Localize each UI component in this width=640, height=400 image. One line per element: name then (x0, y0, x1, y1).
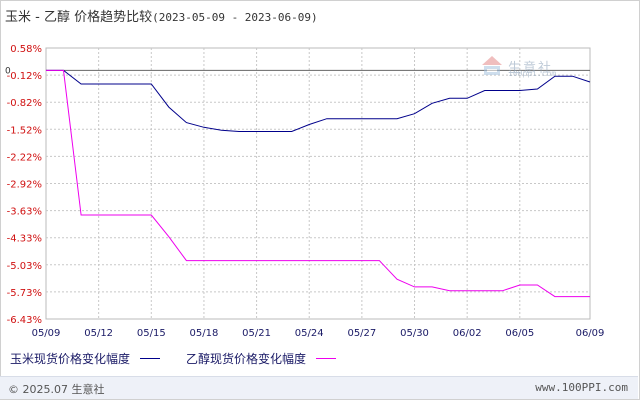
x-tick-label: 05/30 (400, 328, 429, 339)
legend-label-corn: 玉米现货价格变化幅度 (10, 352, 131, 366)
chart-title-main: 玉米 - 乙醇 价格趋势比较 (5, 10, 153, 25)
chart-title: 玉米 - 乙醇 价格趋势比较(2023-05-09 - 2023-06-09) (5, 6, 318, 25)
y-tick-label: -2.92% (7, 180, 42, 191)
y-tick-label: -5.03% (7, 261, 42, 272)
legend-item-corn: 玉米现货价格变化幅度 (10, 350, 161, 367)
series-line-corn (46, 69, 591, 132)
y-tick-label: -0.12% (7, 71, 42, 82)
y-tick-label: -2.22% (7, 152, 42, 163)
x-tick-label: 06/05 (505, 328, 534, 339)
watermark-subtext: 100ppi.com (508, 69, 557, 78)
x-tick-label: 05/09 (32, 328, 61, 339)
x-tick-label: 06/09 (576, 328, 605, 339)
watermark-text: 生意社 (508, 60, 554, 76)
x-tick-label: 06/02 (453, 328, 482, 339)
x-tick-label: 05/27 (347, 328, 376, 339)
zero-label: 0 (5, 66, 11, 76)
legend-swatch-corn (140, 358, 161, 359)
legend-swatch-ethanol (316, 358, 337, 359)
x-tick-label: 05/21 (242, 328, 271, 339)
x-tick-label: 05/15 (137, 328, 166, 339)
watermark: 生意社 100ppi.com (480, 54, 557, 78)
y-tick-label: -4.33% (7, 234, 42, 245)
series-line-ethanol (46, 69, 590, 298)
x-tick-label: 05/18 (190, 328, 219, 339)
legend-label-ethanol: 乙醇现货价格变化幅度 (186, 352, 307, 366)
chart-legend: 玉米现货价格变化幅度 乙醇现货价格变化幅度 (10, 350, 362, 367)
watermark-logo-icon (482, 56, 502, 75)
chart-title-range: (2023-05-09 - 2023-06-09) (152, 11, 318, 24)
footer-bar: © 2025.07 生意社 www.100PPI.com (0, 376, 638, 399)
footer-copyright: © 2025.07 生意社 (8, 383, 105, 396)
y-tick-label: -6.43% (7, 315, 42, 326)
x-tick-label: 05/24 (295, 328, 324, 339)
y-tick-label: -0.82% (7, 98, 42, 109)
footer-site-link[interactable]: www.100PPI.com (535, 381, 628, 394)
y-tick-label: -5.73% (7, 288, 42, 299)
y-tick-label: -3.63% (7, 207, 42, 218)
x-tick-label: 05/12 (84, 328, 113, 339)
legend-item-ethanol: 乙醇现货价格变化幅度 (186, 350, 337, 367)
y-tick-label: 0.58% (10, 44, 42, 55)
y-tick-label: -1.52% (7, 125, 42, 136)
